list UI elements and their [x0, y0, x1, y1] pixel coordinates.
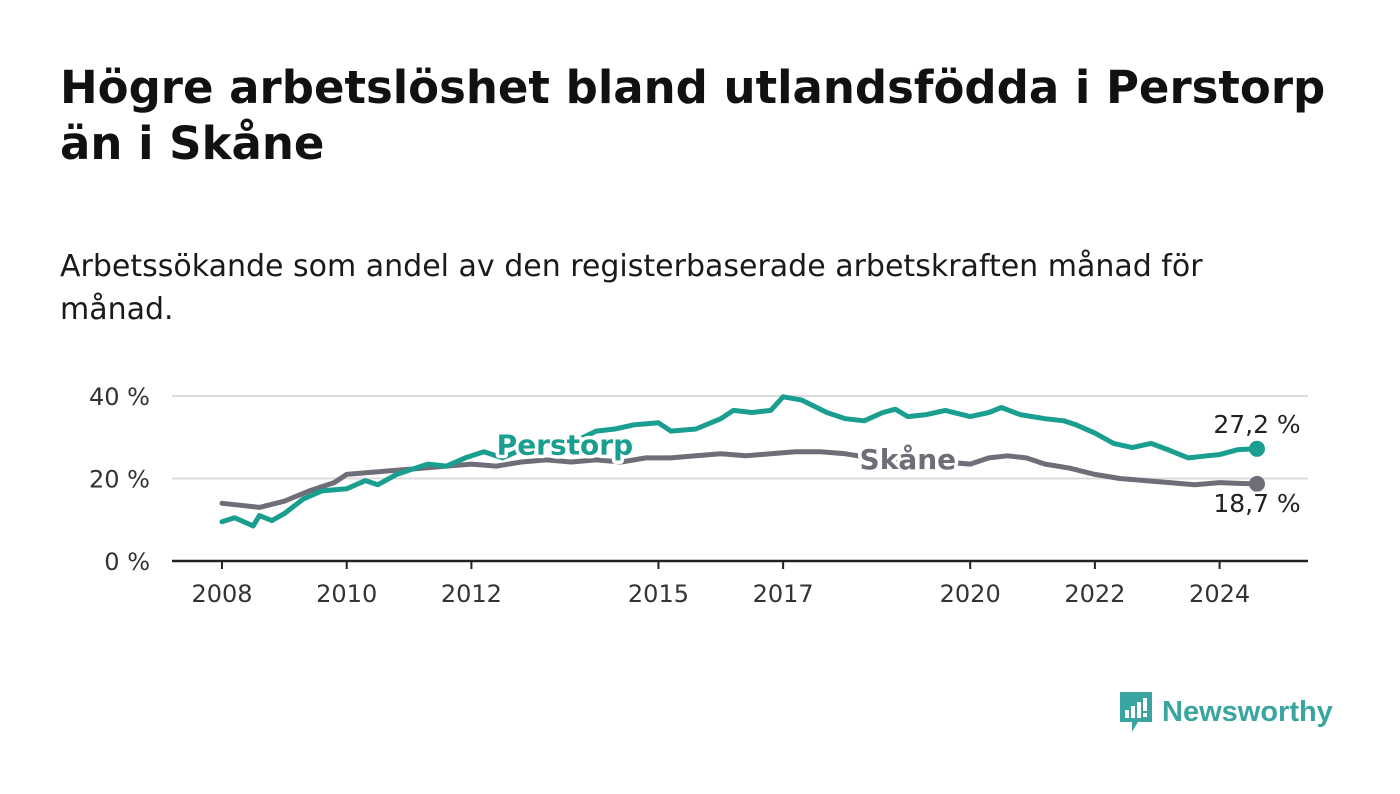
- series-label: Perstorp: [497, 429, 633, 462]
- brand-name: Newsworthy: [1162, 695, 1333, 728]
- y-tick-label: 0 %: [104, 548, 150, 576]
- x-tick-label: 2022: [1064, 580, 1125, 608]
- series-line-perstorp: [219, 394, 1260, 529]
- x-tick-label: 2015: [628, 580, 689, 608]
- x-tick-label: 2020: [940, 580, 1001, 608]
- x-tick-label: 2012: [441, 580, 502, 608]
- series-label: Skåne: [860, 443, 957, 476]
- end-point-skane: [1249, 475, 1265, 492]
- chart-title: Högre arbetslöshet bland utlandsfödda i …: [60, 61, 1326, 170]
- series-line-skane: [219, 449, 1260, 510]
- end-value-label: 27,2 %: [1213, 410, 1300, 439]
- x-tick-label: 2008: [191, 580, 252, 608]
- newsworthy-logo: Newsworthy: [1118, 690, 1333, 734]
- newsworthy-bars-icon: [1120, 692, 1152, 732]
- y-tick-label: 40 %: [89, 383, 150, 411]
- chart-subtitle: Arbetssökande som andel av den registerb…: [60, 249, 1203, 327]
- y-tick-label: 20 %: [89, 466, 150, 494]
- x-tick-label: 2024: [1189, 580, 1250, 608]
- x-tick-label: 2010: [316, 580, 377, 608]
- end-value-label: 18,7 %: [1213, 489, 1300, 518]
- end-point-perstorp: [1249, 440, 1265, 457]
- x-tick-label: 2017: [753, 580, 814, 608]
